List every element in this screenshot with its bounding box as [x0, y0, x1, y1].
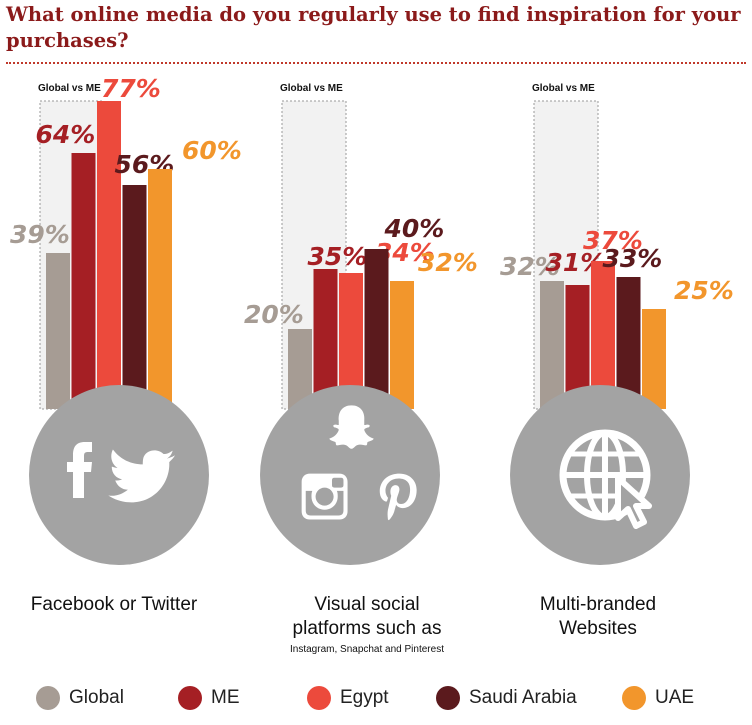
legend-item-global: Global [36, 680, 124, 716]
data-label-1-1: 35% [308, 242, 368, 271]
twitter-icon [108, 449, 175, 503]
data-label-0-1: 64% [36, 120, 96, 149]
page-title: What online media do you regularly use t… [6, 3, 741, 52]
data-label-1-0: 20% [244, 300, 304, 329]
bar-1-1 [313, 269, 338, 409]
data-label-2-2: 37% [583, 226, 643, 255]
comparison-tag-2: Global vs ME [532, 83, 595, 94]
data-label-2-0: 32% [500, 252, 560, 281]
bar-2-4 [642, 309, 666, 409]
snapchat-icon [329, 405, 374, 449]
pinterest-icon [379, 473, 417, 521]
cursor-icon [615, 475, 652, 529]
legend-item-uae: UAE [622, 680, 694, 716]
bar-0-4 [148, 169, 172, 409]
facebook-icon [67, 442, 92, 498]
group-label-1-line-1: platforms such as [292, 618, 442, 639]
data-label-0-4: 60% [182, 136, 242, 165]
legend-label-egypt: Egypt [340, 687, 389, 708]
legend-item-egypt: Egypt [307, 680, 389, 716]
instagram-icon [301, 473, 348, 520]
legend-swatch-me [178, 686, 202, 710]
bar-0-2 [97, 101, 121, 409]
data-label-0-0: 39% [10, 220, 70, 249]
group-label-2-line-1: Websites [559, 618, 637, 639]
legend-item-saudi-arabia: Saudi Arabia [436, 680, 577, 716]
cursor-arrow [615, 475, 652, 529]
group-label-0-line-0: Facebook or Twitter [30, 594, 198, 615]
legend-swatch-uae [622, 686, 646, 710]
data-label-1-4: 32% [418, 248, 478, 277]
data-label-2-4: 25% [674, 276, 734, 305]
group-label-2-line-0: Multi-branded [539, 594, 657, 615]
twitter-icon-shape [108, 449, 175, 503]
bar-0-1 [71, 153, 96, 409]
legend-label-saudi-arabia: Saudi Arabia [469, 687, 577, 708]
facebook-icon-shape [67, 442, 92, 498]
snapchat-icon-shape [329, 405, 374, 449]
legend-label-uae: UAE [655, 687, 695, 708]
group-label-2: Multi-branded Websites [478, 593, 718, 641]
bar-2-0 [540, 281, 564, 409]
data-label-2-3: 33% [603, 244, 663, 273]
comparison-tag-1: Global vs ME [280, 83, 343, 94]
bar-0-0 [46, 253, 70, 409]
data-label-0-2: 77% [101, 74, 161, 103]
group-note-1: Instagram, Snapchat and Pinterest [290, 644, 444, 655]
group-label-0: Facebook or Twitter [0, 593, 234, 617]
group-label-1: Visual social platforms such as [247, 593, 487, 641]
pinterest-icon-shape [379, 473, 417, 521]
legend-swatch-egypt [307, 686, 331, 710]
bar-1-3 [364, 249, 389, 409]
legend-label-me: ME [211, 687, 240, 708]
group-label-1-line-0: Visual social [314, 594, 420, 615]
media-circle-1 [260, 385, 440, 565]
title-divider [6, 62, 746, 64]
legend-label-global: Global [69, 687, 124, 708]
bar-1-4 [390, 281, 414, 409]
data-label-1-3: 40% [384, 214, 445, 243]
chart-legend: Global ME Egypt Saudi Arabia UAE [0, 680, 752, 716]
comparison-tag-0: Global vs ME [38, 83, 101, 94]
bar-2-3 [616, 277, 641, 409]
globe-icon [559, 429, 651, 521]
legend-swatch-saudi-arabia [436, 686, 460, 710]
legend-swatch-global [36, 686, 60, 710]
bar-0-3 [122, 185, 147, 409]
bar-2-2 [591, 261, 615, 409]
instagram-icon-shape [301, 473, 348, 520]
legend-item-me: ME [178, 680, 240, 716]
